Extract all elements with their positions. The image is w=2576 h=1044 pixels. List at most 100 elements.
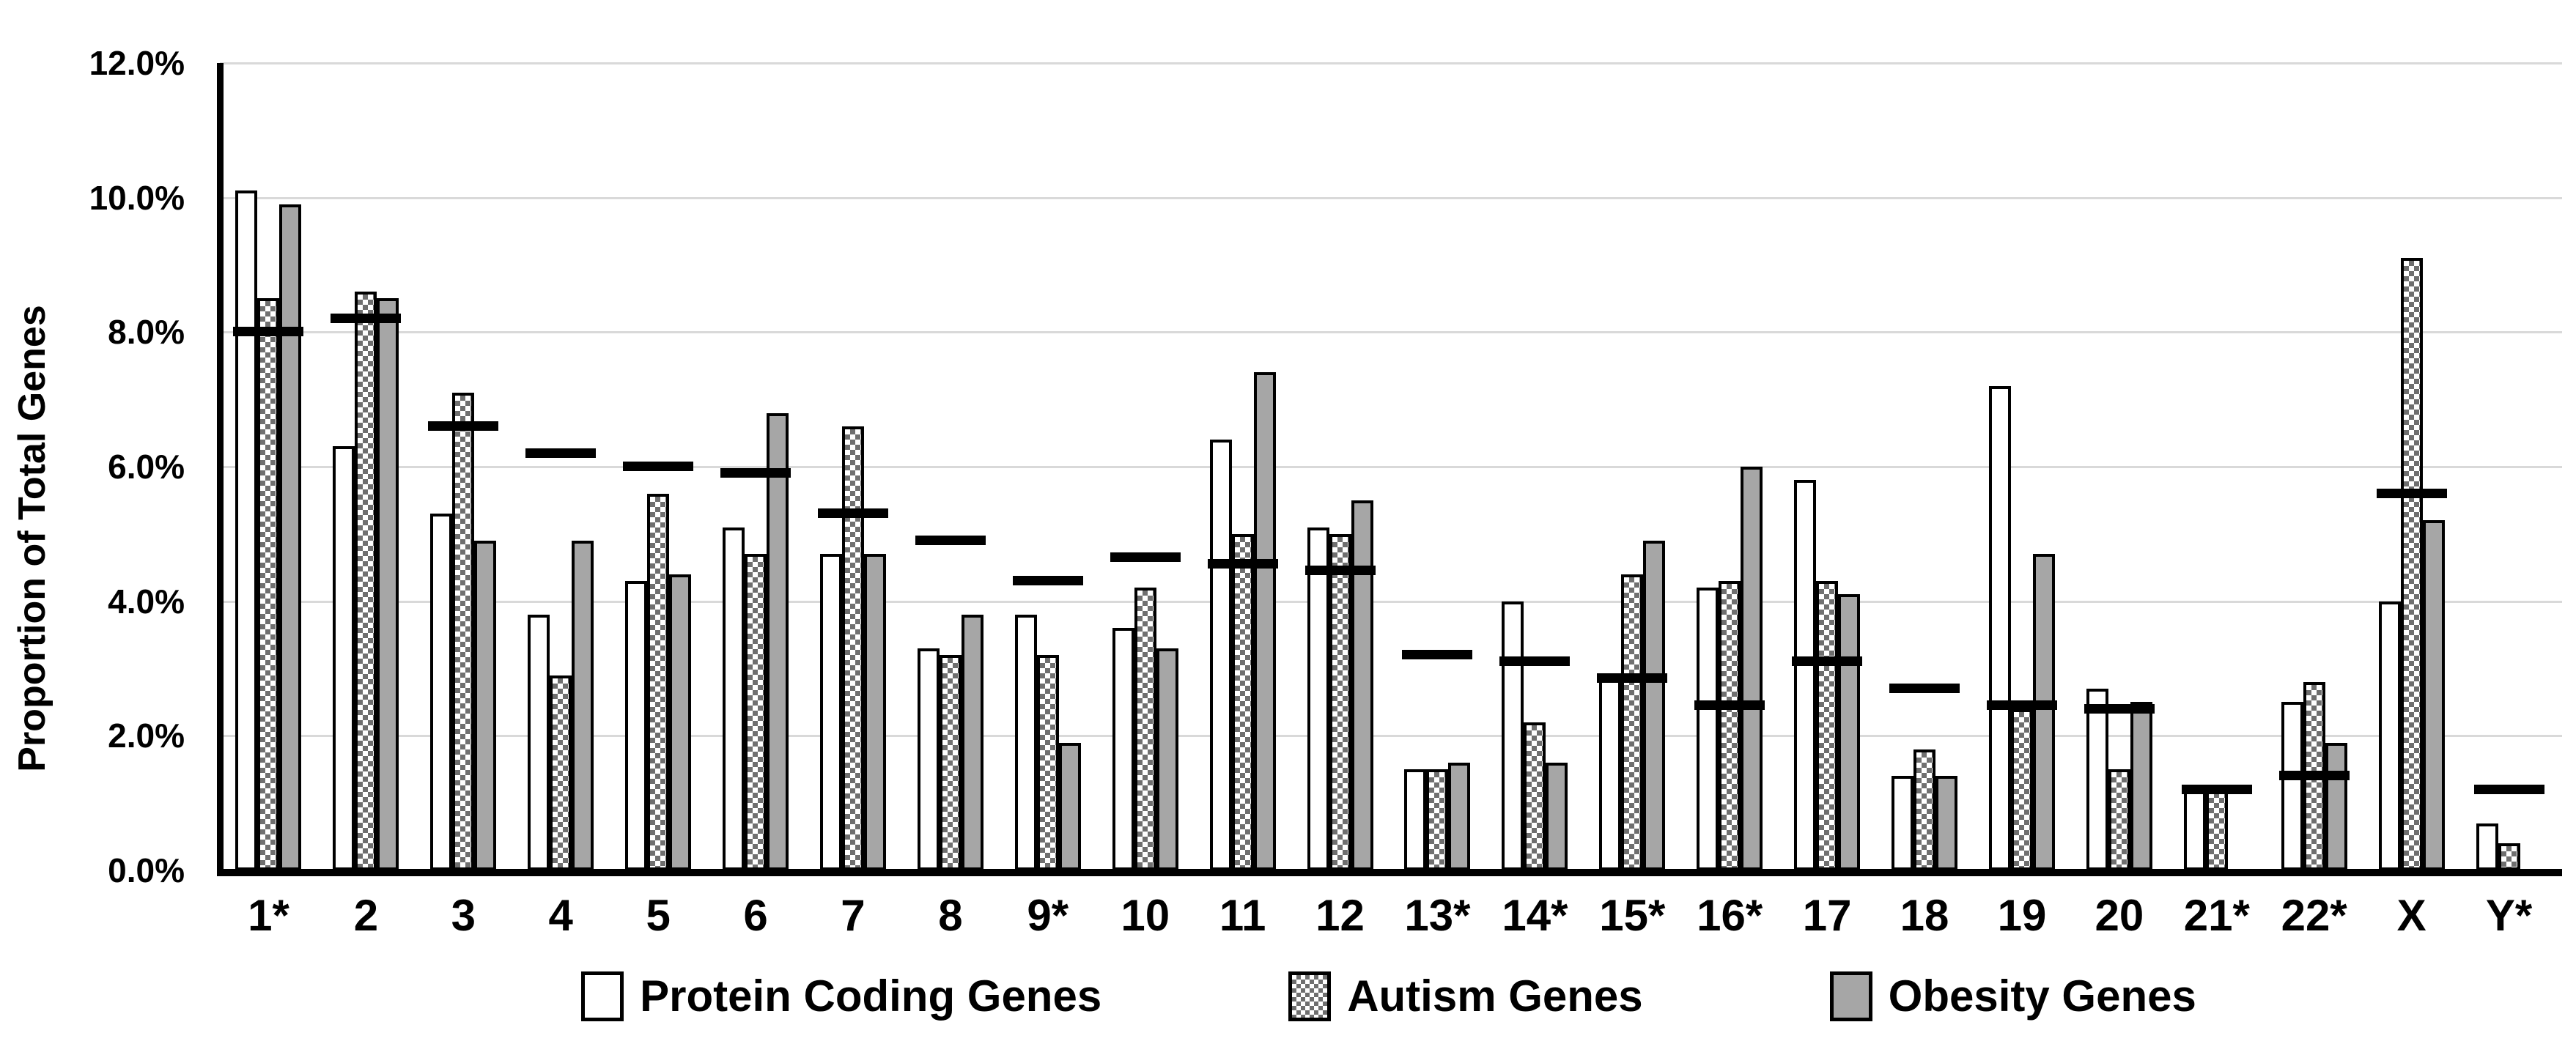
- bar-obesity: [1058, 742, 1081, 870]
- reference-dash: [720, 468, 791, 478]
- y-tick-label: 6.0%: [108, 448, 185, 486]
- reference-dash: [817, 508, 888, 519]
- legend-swatch-obesity-icon: [1829, 971, 1872, 1021]
- bar-autism: [745, 554, 767, 870]
- bar-protein-coding: [1112, 628, 1134, 870]
- bar-autism: [939, 655, 962, 870]
- reference-dash: [2084, 703, 2155, 714]
- bar-protein-coding: [1988, 385, 2011, 870]
- bar-autism: [2010, 708, 2033, 870]
- bar-obesity: [1156, 648, 1178, 870]
- bar-autism: [841, 426, 864, 870]
- bar-autism: [1329, 533, 1351, 870]
- reference-dash: [1986, 700, 2057, 710]
- x-tick-label: 9*: [1027, 891, 1069, 940]
- gridline: [220, 466, 2562, 468]
- bar-protein-coding: [1014, 615, 1037, 870]
- reference-dash: [2181, 784, 2252, 794]
- bar-obesity: [767, 412, 789, 870]
- gridline: [220, 331, 2562, 334]
- x-tick-label: 14*: [1502, 891, 1568, 940]
- legend-label-protein-coding: Protein Coding Genes: [640, 971, 1102, 1021]
- x-tick-label: 22*: [2281, 891, 2347, 940]
- x-tick-label: 21*: [2183, 891, 2250, 940]
- bar-obesity: [1838, 594, 1861, 870]
- reference-dash: [1402, 650, 1473, 660]
- x-tick-label: 4: [548, 891, 573, 940]
- x-tick-label: 13*: [1404, 891, 1471, 940]
- gridline: [220, 600, 2562, 603]
- legend: Protein Coding Genes Autism Genes Obesit…: [220, 961, 2558, 1032]
- bar-obesity: [279, 204, 302, 870]
- y-tick-label: 0.0%: [108, 851, 185, 889]
- bar-protein-coding: [235, 190, 258, 870]
- legend-label-autism: Autism Genes: [1347, 971, 1643, 1021]
- x-tick-label: X: [2396, 891, 2426, 940]
- x-tick-label: 7: [841, 891, 866, 940]
- y-tick-label: 12.0%: [89, 44, 185, 82]
- bar-autism: [2400, 258, 2423, 870]
- bar-obesity: [1643, 541, 1666, 870]
- legend-item-autism: Autism Genes: [1288, 971, 1643, 1021]
- gridline: [220, 196, 2562, 199]
- bar-obesity: [1546, 763, 1568, 870]
- legend-swatch-protein-coding-icon: [581, 971, 624, 1021]
- x-tick-label: 12: [1315, 891, 1365, 940]
- bar-obesity: [1741, 467, 1763, 870]
- bar-obesity: [863, 554, 886, 870]
- bar-protein-coding: [1794, 480, 1817, 870]
- reference-dash: [2278, 771, 2350, 781]
- reference-dash: [428, 421, 499, 431]
- gridline: [220, 735, 2562, 738]
- bar-autism: [550, 675, 572, 870]
- reference-dash: [1499, 656, 1571, 667]
- reference-dash: [233, 327, 304, 337]
- bar-obesity: [2130, 702, 2152, 870]
- x-tick-label: 11: [1219, 891, 1266, 940]
- y-tick-label: 8.0%: [108, 313, 185, 352]
- bar-autism: [1134, 588, 1156, 870]
- bar-protein-coding: [2476, 823, 2498, 870]
- reference-dash: [623, 462, 694, 471]
- x-tick-label: 5: [646, 891, 671, 940]
- gridline: [220, 62, 2562, 64]
- bar-obesity: [2325, 742, 2347, 870]
- bar-autism: [1816, 581, 1839, 870]
- x-tick-label: 2: [353, 891, 379, 940]
- x-tick-label: 19: [1997, 891, 2047, 940]
- bar-obesity: [669, 574, 692, 870]
- bar-protein-coding: [1209, 440, 1232, 870]
- y-tick-label: 10.0%: [89, 178, 185, 217]
- bar-protein-coding: [2086, 689, 2108, 870]
- bar-obesity: [474, 541, 497, 870]
- bar-autism: [1426, 769, 1449, 870]
- bar-protein-coding: [333, 446, 355, 870]
- x-tick-label: 20: [2095, 891, 2144, 940]
- bar-protein-coding: [1404, 769, 1427, 870]
- reference-dash: [1012, 576, 1083, 586]
- x-tick-label: 8: [938, 891, 963, 940]
- bar-autism: [257, 298, 280, 870]
- bar-obesity: [961, 615, 983, 870]
- bar-obesity: [1935, 776, 1958, 870]
- bar-protein-coding: [1697, 588, 1719, 870]
- bar-obesity: [377, 298, 399, 870]
- bar-obesity: [1351, 500, 1373, 870]
- bar-protein-coding: [2281, 702, 2303, 870]
- y-tick-label: 4.0%: [108, 582, 185, 621]
- x-tick-label: 17: [1802, 891, 1852, 940]
- bar-obesity: [2422, 520, 2445, 870]
- x-axis-line: [217, 869, 2562, 876]
- bar-protein-coding: [1307, 527, 1329, 870]
- bar-protein-coding: [819, 554, 842, 870]
- y-axis-line: [217, 63, 224, 876]
- reference-dash: [915, 536, 986, 546]
- bar-obesity: [1448, 763, 1471, 870]
- reference-dash: [331, 313, 402, 323]
- bar-obesity: [2032, 554, 2055, 870]
- reference-dash: [1110, 552, 1181, 562]
- x-tick-label: Y*: [2485, 891, 2533, 940]
- bar-protein-coding: [2183, 789, 2206, 870]
- bar-protein-coding: [1892, 776, 1914, 870]
